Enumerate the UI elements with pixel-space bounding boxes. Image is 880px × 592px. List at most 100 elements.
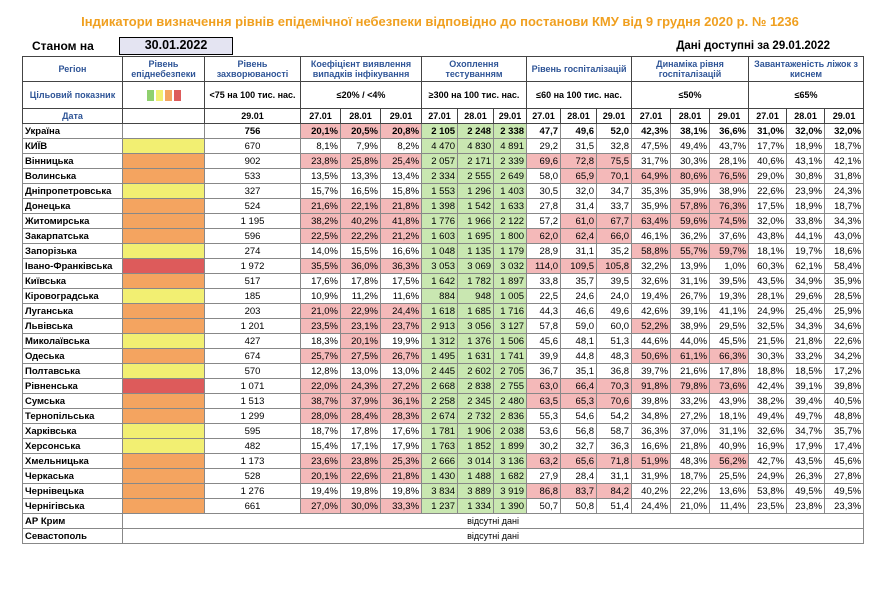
hosp-cell: 28,4 <box>560 468 598 484</box>
beds-cell: 40,5% <box>824 393 865 409</box>
region-name: Дніпропетровська <box>22 183 123 199</box>
dyn-cell: 80,6% <box>670 168 711 184</box>
coef-cell: 36,3% <box>379 258 423 274</box>
coverage-cell: 2 038 <box>493 423 528 439</box>
coverage-cell: 1 852 <box>457 438 495 454</box>
hosp-cell: 22,5 <box>526 288 562 304</box>
coverage-cell: 2 345 <box>457 393 495 409</box>
beds-cell: 22,6% <box>748 183 788 199</box>
dyn-cell: 35,3% <box>631 183 672 199</box>
level-cell <box>122 453 205 469</box>
incidence-cell: 902 <box>204 153 301 169</box>
beds-cell: 53,8% <box>748 483 788 499</box>
coef-cell: 16,5% <box>340 183 381 199</box>
level-cell <box>122 423 205 439</box>
indicators-table: Регіон Рівень епіднебезпеки Рівень захво… <box>22 56 865 544</box>
dyn-cell: 25,5% <box>709 468 750 484</box>
table-row: Житомирська 1 195 38,2% 40,2% 41,8% 1 776 1 96… <box>22 213 865 229</box>
hosp-cell: 49,6 <box>560 123 598 139</box>
coverage-cell: 3 889 <box>457 483 495 499</box>
date-hosp-0: 27.01 <box>526 108 562 124</box>
dyn-cell: 51,9% <box>631 453 672 469</box>
hosp-cell: 34,7 <box>596 183 633 199</box>
incidence-cell: 427 <box>204 333 301 349</box>
incidence-cell: 1 071 <box>204 378 301 394</box>
beds-cell: 42,1% <box>824 153 865 169</box>
beds-cell: 31,8% <box>824 168 865 184</box>
coef-cell: 21,8% <box>379 468 423 484</box>
date-hosp-1: 28.01 <box>560 108 598 124</box>
dyn-cell: 36,2% <box>670 228 711 244</box>
level-cell <box>122 468 205 484</box>
region-name: Полтавська <box>22 363 123 379</box>
dyn-cell: 36,3% <box>631 423 672 439</box>
no-data-cell: відсутні дані <box>121 528 865 544</box>
coef-cell: 15,7% <box>300 183 341 199</box>
coef-cell: 15,4% <box>300 438 341 454</box>
coverage-cell: 1 695 <box>457 228 495 244</box>
hosp-cell: 71,8 <box>596 453 633 469</box>
table-row: Чернівецька 1 276 19,4% 19,8% 19,8% 3 834 3 88… <box>22 483 865 499</box>
region-name: Севастополь <box>22 528 123 544</box>
region-name: Миколаївська <box>22 333 123 349</box>
coef-cell: 22,0% <box>300 378 341 394</box>
table-row: АР Крим відсутні дані <box>22 513 865 529</box>
coverage-cell: 2 755 <box>493 378 528 394</box>
coverage-cell: 2 334 <box>421 168 459 184</box>
coverage-cell: 1 398 <box>421 198 459 214</box>
region-name: Волинська <box>22 168 123 184</box>
hosp-cell: 27,8 <box>526 198 562 214</box>
dyn-cell: 43,7% <box>709 138 750 154</box>
coef-cell: 13,0% <box>340 363 381 379</box>
hosp-cell: 86,8 <box>526 483 562 499</box>
coverage-cell: 2 732 <box>457 408 495 424</box>
table-row: Кіровоградська 185 10,9% 11,2% 11,6% 884 948 1 … <box>22 288 865 304</box>
hosp-cell: 31,4 <box>560 198 598 214</box>
beds-cell: 43,8% <box>748 228 788 244</box>
page-title: Індикатори визначення рівнів епідемічної… <box>81 14 799 29</box>
header-level: Рівень епіднебезпеки <box>122 56 205 82</box>
beds-cell: 32,0% <box>824 123 865 139</box>
hosp-cell: 35,1 <box>560 363 598 379</box>
table-row: Харківська 595 18,7% 17,8% 17,6% 1 781 1 906 2 … <box>22 423 865 439</box>
coef-cell: 23,8% <box>300 153 341 169</box>
beds-cell: 23,9% <box>786 183 826 199</box>
coverage-cell: 1 430 <box>421 468 459 484</box>
table-row: Закарпатська 596 22,5% 22,2% 21,2% 1 603 1 695… <box>22 228 865 244</box>
coverage-cell: 2 105 <box>421 123 459 139</box>
hosp-cell: 62,4 <box>560 228 598 244</box>
coef-cell: 25,8% <box>340 153 381 169</box>
table-row: Волинська 533 13,5% 13,3% 13,4% 2 334 2 555 2 6… <box>22 168 865 184</box>
coef-target: ≤20% / <4% <box>299 81 423 109</box>
beds-cell: 62,1% <box>786 258 826 274</box>
hosp-cell: 30,2 <box>526 438 562 454</box>
coef-cell: 22,6% <box>340 468 381 484</box>
coverage-cell: 1 618 <box>421 303 459 319</box>
beds-cell: 18,9% <box>786 198 826 214</box>
coverage-cell: 1 685 <box>457 303 495 319</box>
beds-cell: 18,7% <box>824 198 865 214</box>
dyn-cell: 39,7% <box>631 363 672 379</box>
dyn-cell: 18,7% <box>670 468 711 484</box>
hosp-cell: 27,9 <box>526 468 562 484</box>
hosp-cell: 57,2 <box>526 213 562 229</box>
table-row: Одеська 674 25,7% 27,5% 26,7% 1 495 1 631 1 741… <box>22 348 865 364</box>
hosp-cell: 36,7 <box>526 363 562 379</box>
coef-cell: 15,8% <box>379 183 423 199</box>
coverage-cell: 1 506 <box>493 333 528 349</box>
status-bar: Станом на 30.01.2022 Дані доступні за 29… <box>30 37 850 55</box>
incidence-date: 29.01 <box>204 108 301 124</box>
coef-cell: 23,1% <box>340 318 381 334</box>
hosp-cell: 54,6 <box>560 408 598 424</box>
beds-cell: 43,1% <box>786 153 826 169</box>
dyn-cell: 56,2% <box>709 453 750 469</box>
coverage-cell: 1 048 <box>421 243 459 259</box>
date-cov-1: 28.01 <box>457 108 495 124</box>
hosp-cell: 65,9 <box>560 168 598 184</box>
hosp-cell: 109,5 <box>560 258 598 274</box>
legend-swatch <box>146 89 154 101</box>
beds-cell: 25,4% <box>786 303 826 319</box>
beds-cell: 39,4% <box>786 393 826 409</box>
hosp-cell: 24,6 <box>560 288 598 304</box>
dyn-cell: 74,5% <box>709 213 750 229</box>
